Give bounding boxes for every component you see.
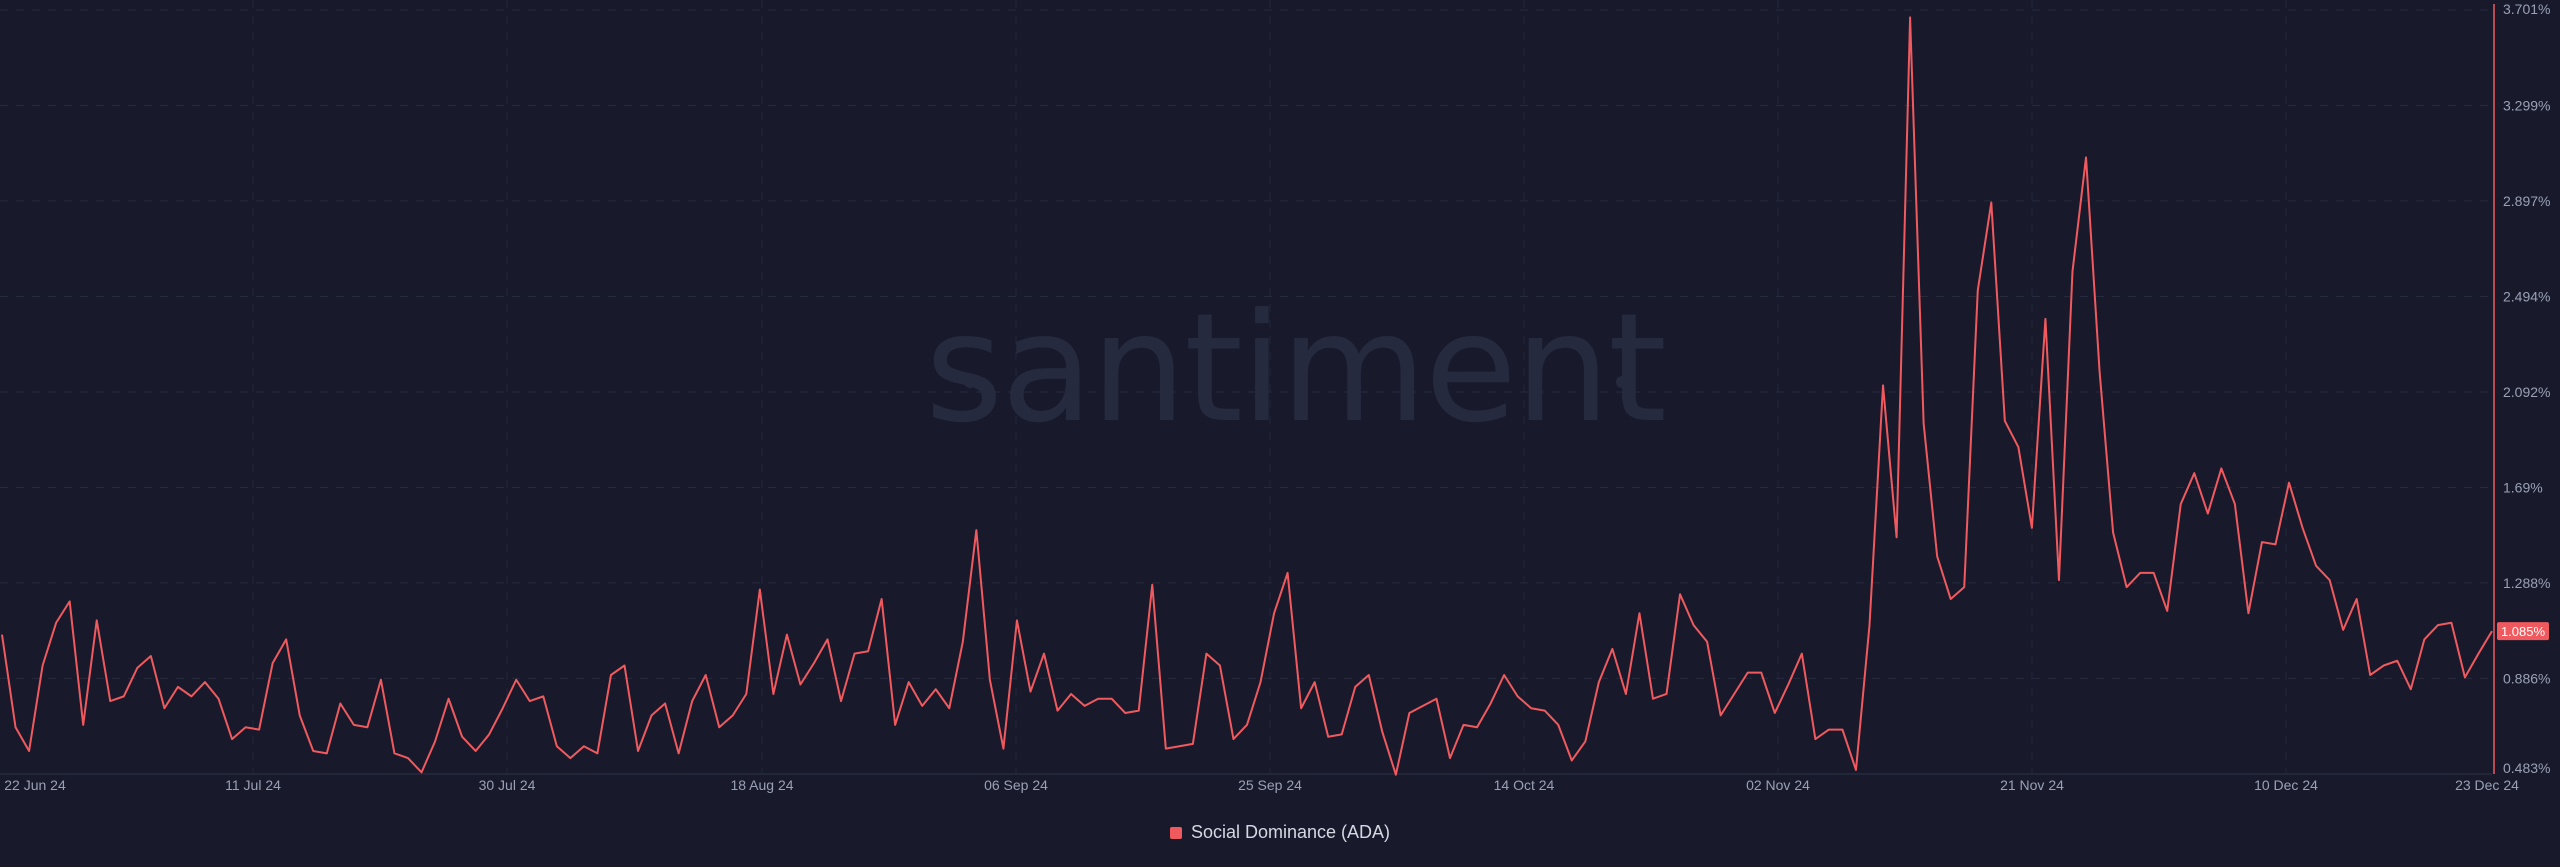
x-tick-label: 02 Nov 24 — [1746, 777, 1810, 793]
x-tick-label: 11 Jul 24 — [225, 777, 281, 793]
y-tick-label: 2.092% — [2503, 384, 2550, 400]
legend-series-name: Social Dominance (ADA) — [1190, 822, 1391, 842]
x-tick-label: 22 Jun 24 — [4, 777, 66, 793]
y-tick-label: 3.701% — [2503, 1, 2550, 17]
current-value-badge-group: 1.085% — [2497, 622, 2549, 641]
legend-swatch — [1169, 826, 1182, 839]
x-tick-label: 23 Dec 24 — [2455, 777, 2519, 793]
series-line-social-dominance[interactable] — [1, 16, 2493, 776]
y-tick-label: 0.886% — [2503, 670, 2550, 686]
x-tick-label: 21 Nov 24 — [2000, 777, 2064, 793]
x-tick-label: 10 Dec 24 — [2254, 777, 2318, 793]
y-tick-label: 2.494% — [2503, 289, 2550, 305]
x-tick-label: 25 Sep 24 — [1238, 777, 1302, 793]
x-tick-label: 14 Oct 24 — [1494, 777, 1555, 793]
current-value-label: 1.085% — [2501, 624, 2546, 639]
y-tick-label: 0.483% — [2503, 760, 2550, 776]
current-value-badge — [2497, 622, 2549, 641]
y-tick-label: 1.69% — [2503, 479, 2543, 495]
axes — [0, 4, 2495, 775]
y-tick-label: 2.897% — [2503, 193, 2550, 209]
y-tick-label: 1.288% — [2503, 575, 2550, 591]
watermark-dot-right — [1616, 376, 1628, 388]
grid — [0, 0, 2492, 774]
y-axis-ticks: 3.701% 3.299% 2.897% 2.494% 2.092% 1.69% 1.288… — [2503, 1, 2550, 776]
y-tick-label: 3.299% — [2503, 97, 2550, 113]
santiment-watermark: santiment — [925, 282, 1665, 456]
x-tick-label: 06 Sep 24 — [984, 777, 1048, 793]
chart-legend[interactable]: Social Dominance (ADA) — [0, 822, 2560, 844]
x-tick-label: 30 Jul 24 — [479, 777, 536, 793]
watermark-dot-left — [964, 376, 976, 388]
series-layer — [1, 16, 2493, 776]
x-tick-label: 18 Aug 24 — [730, 777, 793, 793]
x-axis-ticks: 22 Jun 24 11 Jul 24 30 Jul 24 18 Aug 24 06 S… — [4, 777, 2519, 793]
